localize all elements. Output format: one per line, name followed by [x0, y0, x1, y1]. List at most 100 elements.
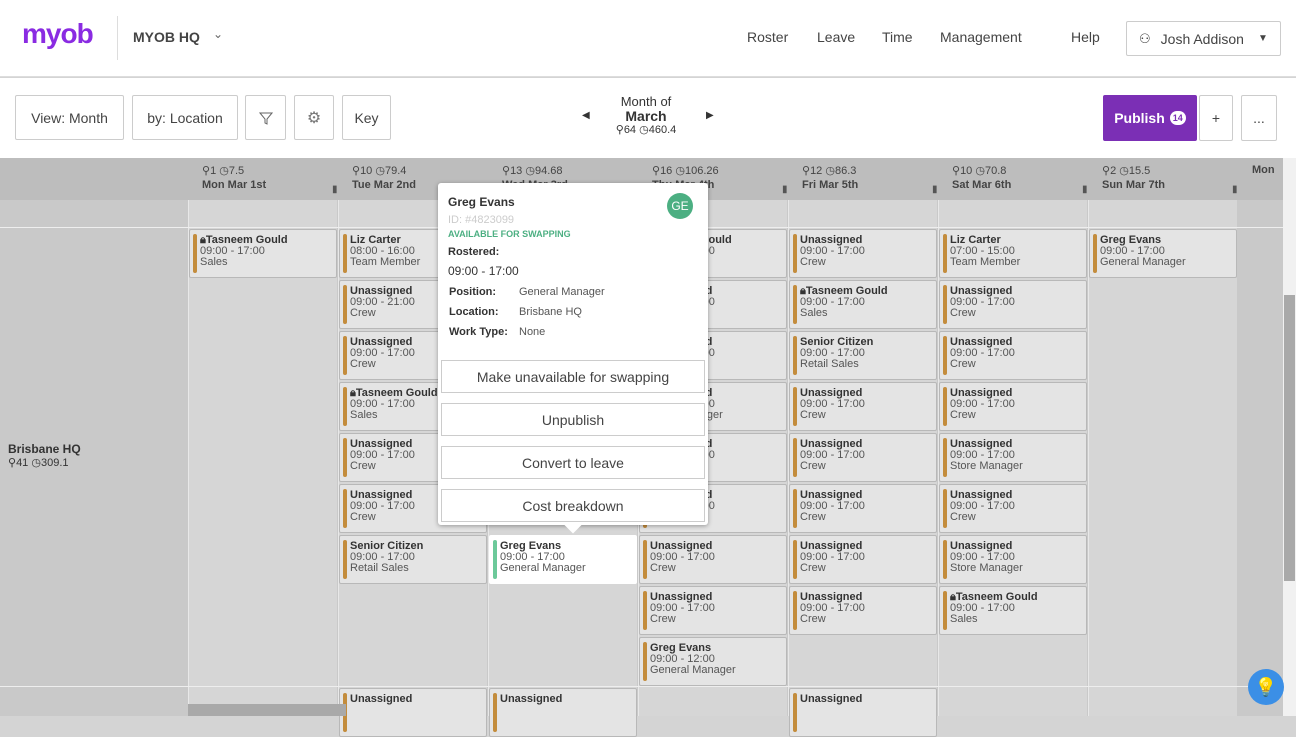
nav-link[interactable]: Leave: [817, 29, 856, 45]
avatar: GE: [667, 193, 693, 219]
shift-card[interactable]: Liz Carter 07:00 - 15:00 Team Member: [939, 229, 1087, 278]
logo[interactable]: myob: [22, 18, 94, 49]
shift-popup: Greg Evans GE ID: #4823099 AVAILABLE FOR…: [438, 183, 708, 534]
shift-name-text: Unassigned: [650, 591, 713, 603]
shift-card[interactable]: Senior Citizen 09:00 - 17:00 Retail Sales: [339, 535, 487, 584]
popup-action[interactable]: Make unavailable for swapping: [441, 360, 705, 393]
day-staff: 1: [210, 165, 217, 177]
shift-role: Crew: [950, 358, 976, 370]
prev-arrow[interactable]: ◀: [582, 110, 590, 121]
shift-name-text: Tasneem Gould: [205, 234, 288, 246]
popup-action[interactable]: Cost breakdown: [441, 489, 705, 522]
filter-button[interactable]: [245, 95, 286, 140]
help-bubble[interactable]: 💡: [1248, 669, 1284, 705]
day-staff: 2: [1110, 165, 1117, 177]
shift-role: Crew: [650, 562, 676, 574]
nav-link[interactable]: Help: [1071, 29, 1100, 45]
day-staff: 16: [660, 165, 673, 177]
period-staff: 64: [623, 124, 637, 136]
card-bar: [793, 693, 797, 732]
day-stats: ⚲1 ◷7.5: [202, 165, 245, 177]
more-button[interactable]: ...: [1241, 95, 1277, 141]
shift-card[interactable]: 🔒︎Tasneem Gould 09:00 - 17:00 Sales: [789, 280, 937, 329]
detail-label: Position:: [449, 286, 497, 298]
card-bar: [943, 234, 947, 273]
shift-name-text: Unassigned: [650, 540, 713, 552]
card-bar: [943, 438, 947, 477]
shift-role: Crew: [800, 409, 826, 421]
user-menu[interactable]: ⚇ Josh Addison ▼: [1126, 21, 1281, 56]
key-button[interactable]: Key: [342, 95, 391, 140]
row-divider: [0, 686, 1283, 687]
by-button[interactable]: by: Location: [132, 95, 238, 140]
day-hours: 70.8: [984, 165, 1007, 177]
day-header: ⚲10 ◷70.8 Sat Mar 6th: [952, 164, 1011, 192]
view-button[interactable]: View: Month: [15, 95, 124, 140]
org-caret: ⌄: [213, 27, 224, 41]
shift-card[interactable]: Unassigned: [789, 688, 937, 737]
day-hours: 79.4: [384, 165, 407, 177]
user-icon: ⚇: [1139, 30, 1151, 46]
settings-button[interactable]: ⚙: [294, 95, 334, 140]
shift-card[interactable]: Greg Evans 09:00 - 17:00 General Manager: [1089, 229, 1237, 278]
day-chart-icon: ▮: [332, 184, 338, 195]
next-arrow[interactable]: ▶: [706, 110, 714, 121]
nav-link[interactable]: Time: [882, 29, 913, 45]
day-label: Tue Mar 2nd: [352, 179, 416, 191]
shift-name-text: Unassigned: [350, 489, 413, 501]
shift-role: Crew: [800, 613, 826, 625]
shift-role: Sales: [350, 409, 378, 421]
shift-name-text: Unassigned: [350, 285, 413, 297]
shift-role: Sales: [200, 256, 228, 268]
shift-name-text: Unassigned: [800, 438, 863, 450]
day-hours: 106.26: [684, 165, 719, 177]
shift-card[interactable]: 🔒︎Tasneem Gould 09:00 - 17:00 Sales: [189, 229, 337, 278]
publish-count: 14: [1169, 111, 1186, 125]
shift-card[interactable]: 🔒︎Tasneem Gould 09:00 - 17:00 Sales: [939, 586, 1087, 635]
shift-card[interactable]: Senior Citizen 09:00 - 17:00 Retail Sales: [789, 331, 937, 380]
card-bar: [943, 540, 947, 579]
user-name: Josh Addison: [1160, 30, 1244, 47]
card-bar: [343, 387, 347, 426]
card-bar: [793, 591, 797, 630]
shift-card[interactable]: Greg Evans 09:00 - 12:00 General Manager: [639, 637, 787, 686]
h-scroll-thumb[interactable]: [188, 704, 346, 716]
shift-name-text: Unassigned: [350, 336, 413, 348]
shift-name-text: Unassigned: [800, 387, 863, 399]
popup-action[interactable]: Convert to leave: [441, 446, 705, 479]
card-bar: [793, 387, 797, 426]
org-name[interactable]: MYOB HQ: [133, 29, 200, 45]
card-bar: [943, 285, 947, 324]
shift-time: 09:00 - 17:00: [950, 551, 1015, 563]
popup-name: Greg Evans: [448, 195, 515, 209]
scrollbar[interactable]: [1283, 158, 1296, 716]
shift-name: Greg Evans: [650, 643, 786, 654]
nav-link[interactable]: Management: [940, 29, 1022, 45]
popup-action[interactable]: Unpublish: [441, 403, 705, 436]
shift-card[interactable]: Unassigned: [489, 688, 637, 737]
day-column: [188, 200, 337, 716]
scroll-thumb[interactable]: [1284, 295, 1295, 581]
publish-button[interactable]: Publish 14: [1103, 95, 1197, 141]
shift-name-text: Greg Evans: [500, 540, 562, 552]
card-bar: [343, 438, 347, 477]
shift-name-text: Unassigned: [800, 540, 863, 552]
nav-link[interactable]: Roster: [747, 29, 789, 45]
shift-card[interactable]: Greg Evans 09:00 - 17:00 General Manager: [489, 535, 637, 584]
shift-card[interactable]: Unassigned: [339, 688, 487, 737]
add-button[interactable]: +: [1199, 95, 1233, 141]
